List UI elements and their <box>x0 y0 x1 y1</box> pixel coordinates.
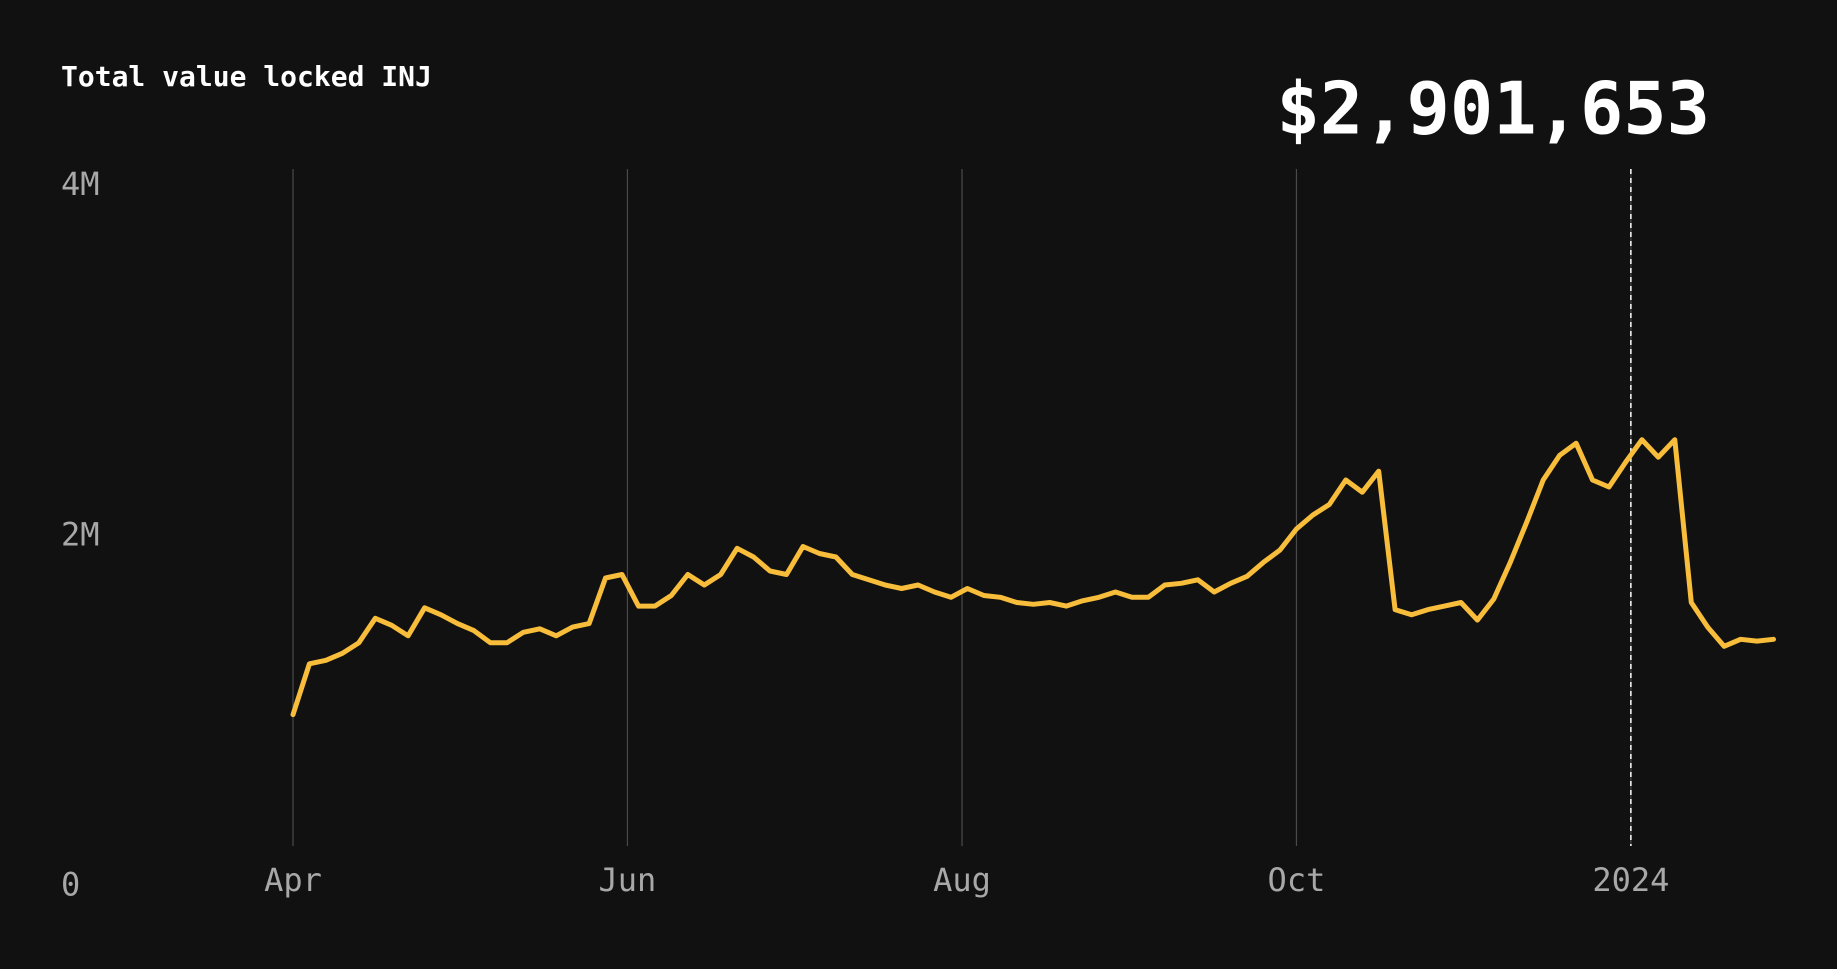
y-tick-label: 2M <box>61 515 100 553</box>
x-tick-label: Jun <box>599 861 657 899</box>
x-tick-label: 2024 <box>1592 861 1669 899</box>
line-series <box>290 437 1776 718</box>
x-tick-label: Apr <box>264 861 322 899</box>
value-display: $2,901,653 <box>1277 67 1710 151</box>
chart-title: Total value locked INJ <box>61 60 432 93</box>
y-tick-label: 4M <box>61 165 100 203</box>
y-tick-label: 0 <box>61 866 80 904</box>
x-tick-label: Aug <box>933 861 991 899</box>
x-tick-label: Oct <box>1268 861 1326 899</box>
